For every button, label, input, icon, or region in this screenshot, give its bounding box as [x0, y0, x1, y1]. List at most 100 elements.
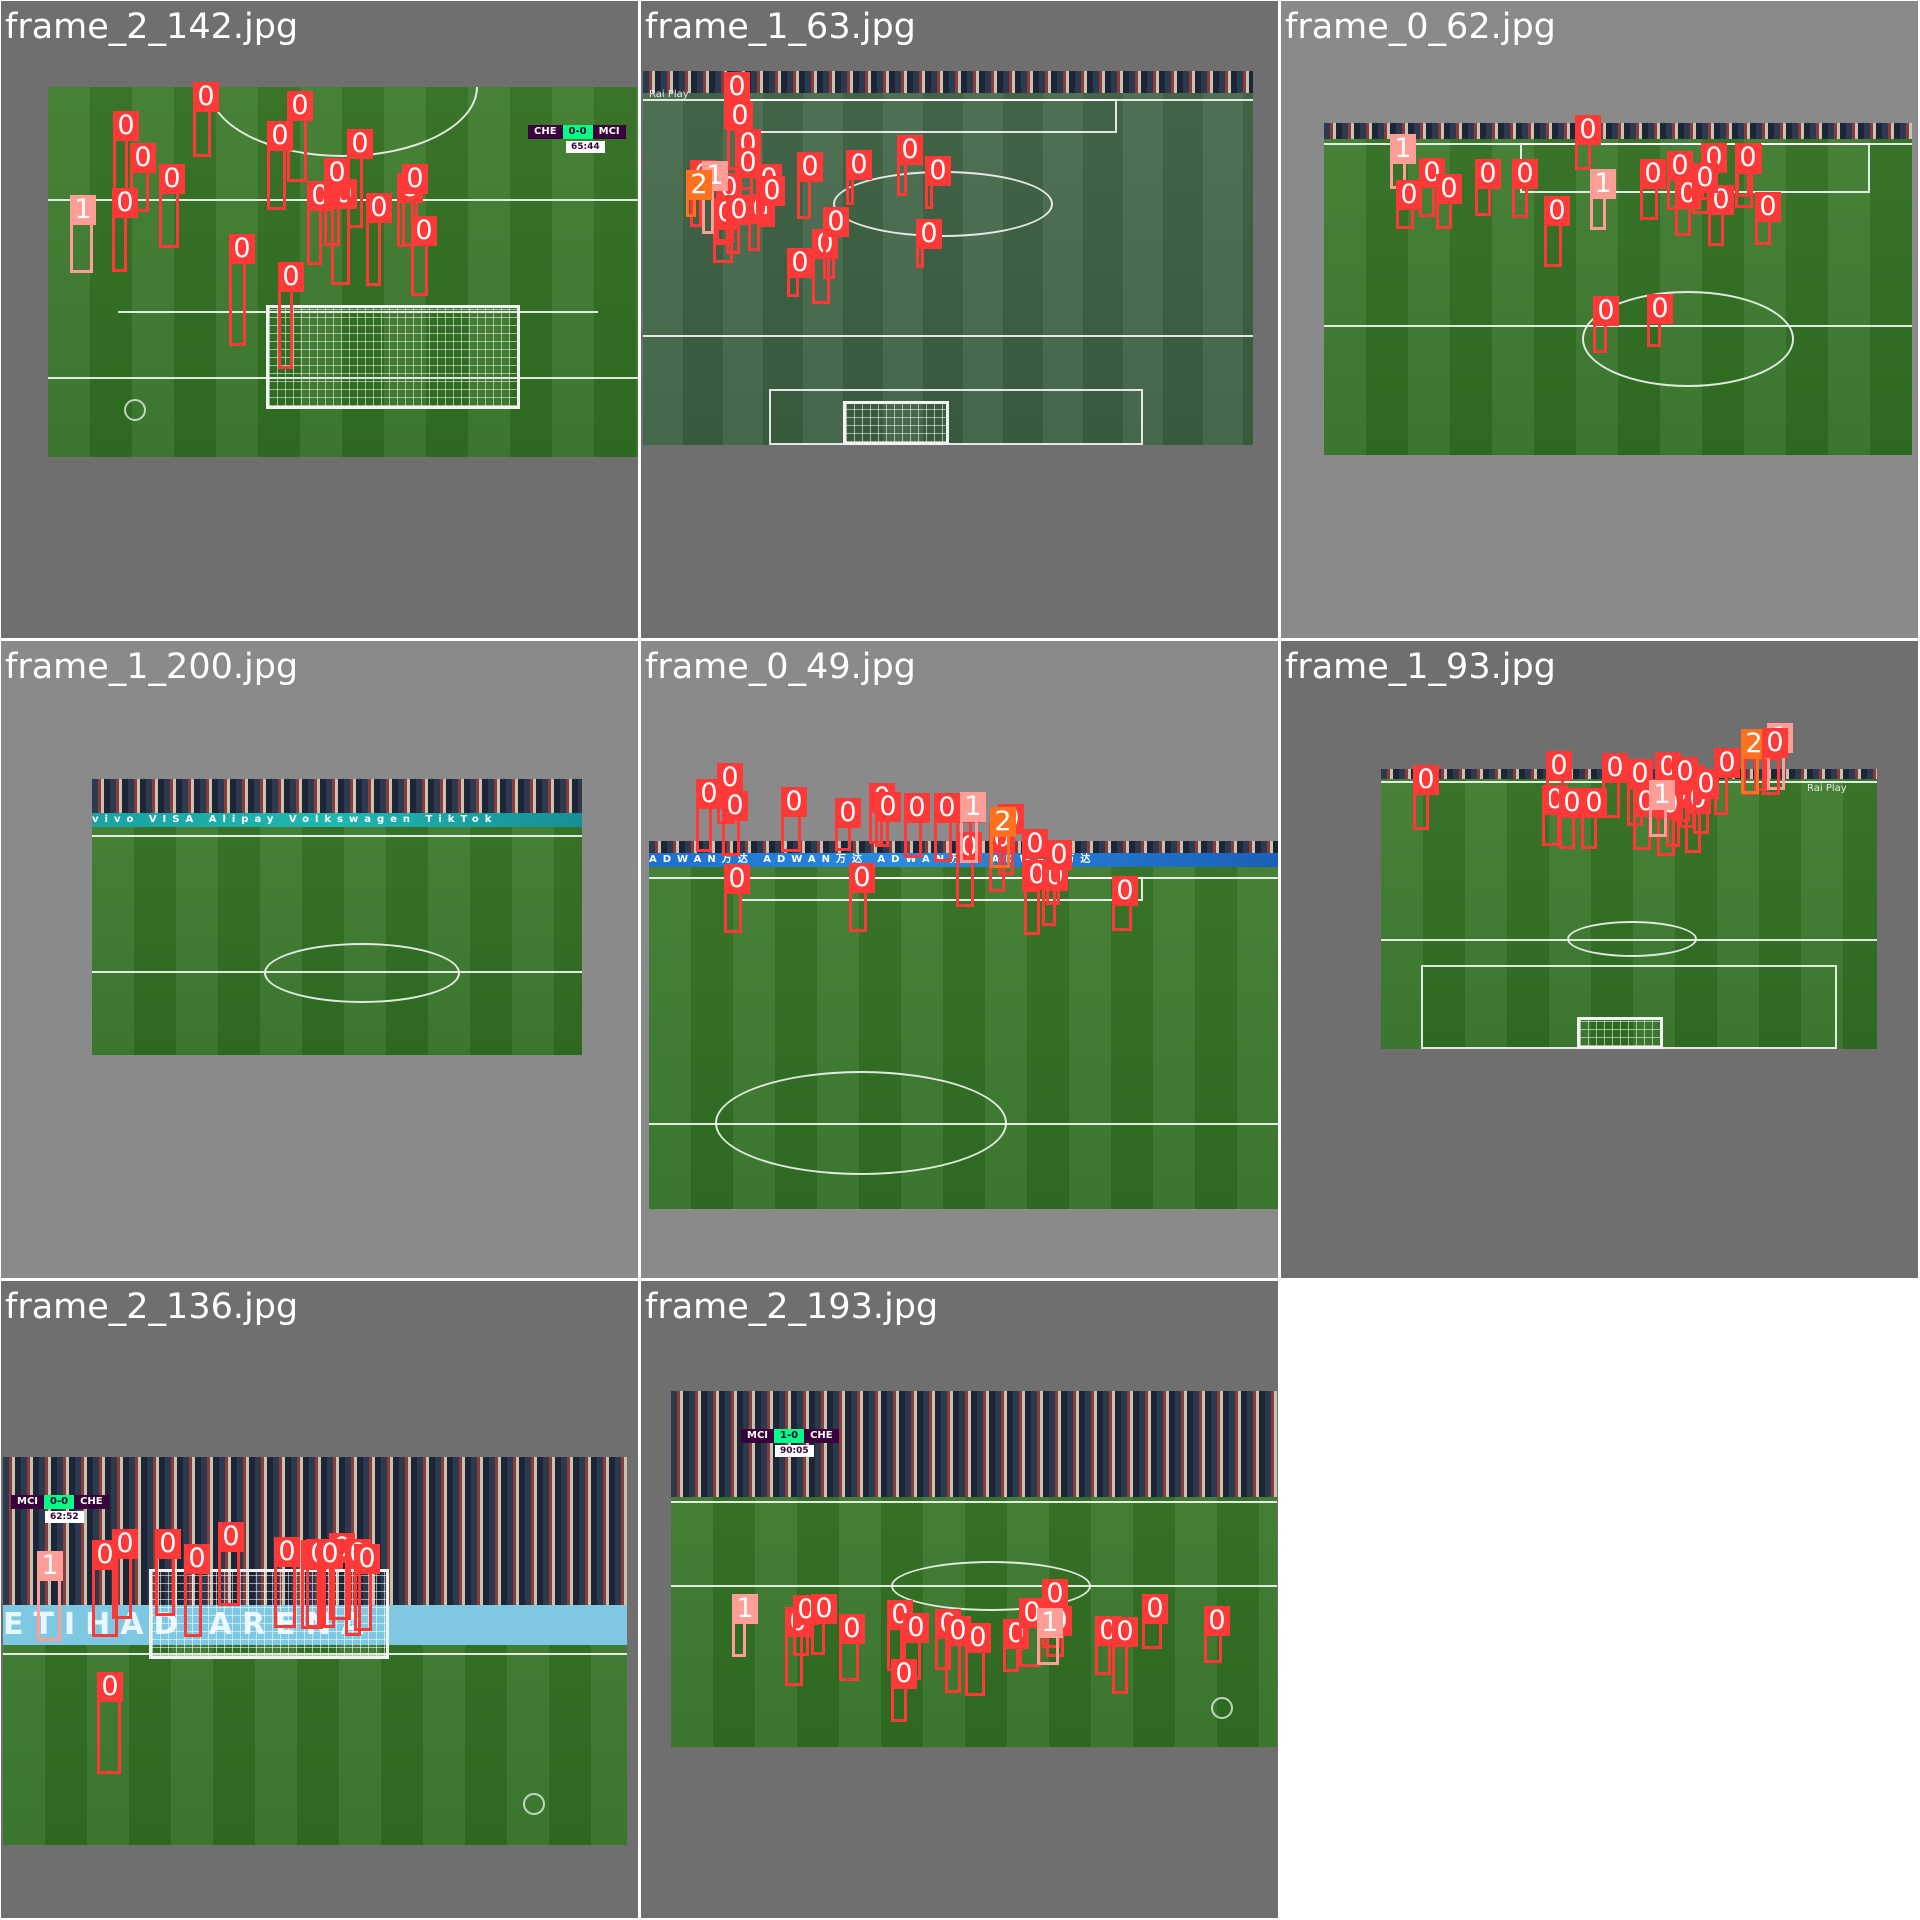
detection-box-class-0: 0: [759, 176, 785, 227]
detection-label: 0: [184, 1544, 210, 1574]
detection-box-class-1: 1: [1037, 1608, 1063, 1665]
detection-box-class-0: 0: [317, 1539, 343, 1628]
detection-label: 0: [1640, 159, 1666, 189]
detection-box-class-0: 0: [1475, 159, 1501, 216]
detection-box-class-0: 0: [267, 121, 293, 210]
detection-label: 1: [1037, 1608, 1063, 1638]
detection-label: 0: [1512, 159, 1538, 189]
detection-box-class-2: 2: [990, 807, 1016, 868]
detection-box-class-0: 0: [724, 864, 750, 933]
detection-label: 0: [218, 1522, 244, 1552]
detection-box-class-0: 0: [1542, 785, 1568, 846]
detection-label: 0: [97, 1672, 123, 1702]
detection-label: 0: [1022, 829, 1048, 859]
detection-label: 2: [990, 807, 1016, 837]
detection-box-class-0: 0: [113, 111, 139, 197]
detection-label: 0: [1647, 294, 1673, 324]
detection-box-class-0: 0: [793, 1595, 819, 1656]
detection-label: 0: [1475, 159, 1501, 189]
detection-box-class-0: 0: [934, 793, 960, 862]
detection-box-class-0: 0: [835, 798, 861, 851]
detection-box-class-1: 1: [732, 1594, 758, 1657]
detection-label: 0: [267, 121, 293, 151]
scorebug: CHE 0-0 MCI: [528, 125, 626, 139]
detection-label: 0: [897, 135, 923, 165]
detection-box-class-0: 0: [904, 793, 930, 858]
tile-frame-0-49[interactable]: frame_0_49.jpg ADWAN万达 ADWAN万达 ADWAN万达 A…: [640, 640, 1278, 1278]
detection-box-class-0: 0: [112, 188, 138, 272]
detection-box-class-0: 0: [897, 135, 923, 196]
detection-box-class-0: 0: [1593, 296, 1619, 353]
detection-box-class-0: 0: [1693, 769, 1719, 834]
detection-label: 0: [1546, 751, 1572, 781]
tile-title: frame_0_49.jpg: [645, 647, 916, 687]
detection-box-class-0: 0: [1735, 143, 1761, 208]
detection-box-class-0: 0: [696, 779, 722, 852]
detection-label: 1: [70, 195, 96, 225]
detection-box-class-0: 0: [891, 1659, 917, 1722]
detection-label: 0: [916, 219, 942, 249]
detection-label: 0: [155, 1529, 181, 1559]
detection-label: 0: [726, 195, 752, 225]
detection-label: 0: [1755, 192, 1781, 222]
detection-box-class-0: 0: [1095, 1616, 1121, 1675]
detection-box-class-0: 0: [274, 1537, 300, 1628]
detection-label: 0: [354, 1544, 380, 1574]
tile-title: frame_1_200.jpg: [5, 647, 299, 687]
detection-box-class-0: 0: [1708, 185, 1734, 246]
detection-label: 0: [1602, 753, 1628, 783]
detection-label: 0: [875, 792, 901, 822]
detection-box-class-1: 1: [1649, 780, 1675, 837]
scorebug: MCI 1-0 CHE: [741, 1429, 839, 1443]
detection-box-class-0: 0: [278, 262, 304, 369]
tile-title: frame_2_193.jpg: [645, 1287, 939, 1327]
frame-image: vivo VISA Alipay Volkswagen TikTok: [92, 779, 582, 1055]
detection-box-class-1: 1: [1590, 169, 1616, 230]
detection-box-class-1: 1: [1390, 134, 1416, 189]
detection-label: 1: [37, 1551, 63, 1581]
frame-image: MCI 1-0 CHE 90:05: [671, 1391, 1277, 1747]
detection-label: 0: [1436, 174, 1462, 204]
detection-box-class-1: 1: [70, 195, 96, 273]
detection-label: 0: [781, 787, 807, 817]
detection-label: 0: [717, 763, 743, 793]
detection-label: 0: [287, 91, 313, 121]
match-clock: 62:52: [45, 1511, 84, 1523]
detection-label: 1: [960, 792, 986, 822]
detection-box-class-0: 0: [726, 195, 752, 254]
tile-frame-1-93[interactable]: frame_1_93.jpg Rai Play 0000000000000000…: [1280, 640, 1918, 1278]
detection-box-class-0: 0: [811, 1594, 837, 1655]
detection-box-class-0: 0: [130, 143, 156, 212]
detection-box-class-0: 0: [1142, 1594, 1168, 1649]
tile-frame-0-62[interactable]: frame_0_62.jpg 10000000000010000000: [1280, 0, 1918, 638]
detection-box-class-0: 0: [956, 832, 982, 907]
tile-frame-2-136[interactable]: frame_2_136.jpg ETIHAD ARENA MCI 0-0 CHE…: [0, 1280, 638, 1918]
detection-box-class-0: 0: [722, 791, 748, 856]
detection-box-class-0: 0: [839, 1614, 865, 1681]
detection-box-class-0: 0: [1396, 180, 1422, 229]
detection-label: 0: [903, 1613, 929, 1643]
detection-box-class-0: 0: [112, 1529, 138, 1619]
detection-label: 0: [965, 1623, 991, 1653]
detection-label: 0: [1204, 1606, 1230, 1636]
tile-title: frame_1_93.jpg: [1285, 647, 1556, 687]
detection-box-class-0: 0: [366, 193, 392, 286]
detection-label: 0: [1559, 788, 1585, 818]
premier-league-logo: [124, 399, 146, 421]
detection-box-class-0: 0: [1046, 840, 1072, 905]
scorebug: MCI 0-0 CHE: [11, 1495, 109, 1509]
detection-box-class-0: 0: [1640, 159, 1666, 220]
detection-box-class-0: 0: [155, 1529, 181, 1616]
detection-label: 0: [1396, 180, 1422, 210]
tile-frame-1-200[interactable]: frame_1_200.jpg vivo VISA Alipay Volkswa…: [0, 640, 638, 1278]
detection-label: 0: [849, 863, 875, 893]
detection-label: 0: [727, 101, 753, 131]
detection-label: 0: [113, 111, 139, 141]
detection-label: 0: [724, 72, 750, 102]
goal-net: [266, 305, 520, 409]
detection-box-class-0: 0: [354, 1544, 380, 1631]
detection-box-class-0: 0: [1413, 765, 1439, 830]
